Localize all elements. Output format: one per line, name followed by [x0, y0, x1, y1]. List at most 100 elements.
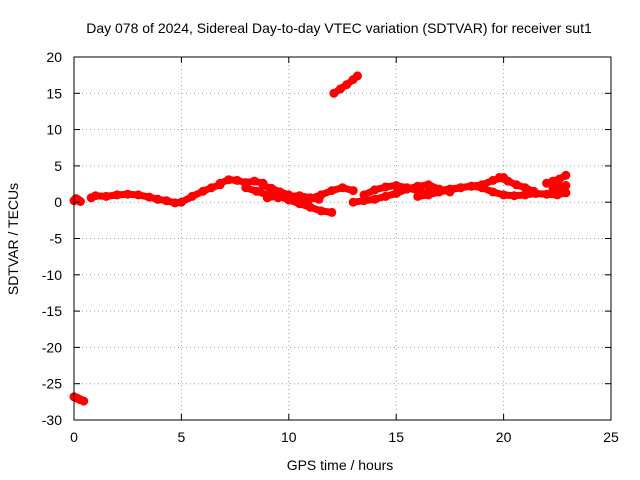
data-point: [305, 194, 315, 204]
data-point: [284, 191, 294, 201]
x-tick-label: 5: [178, 429, 186, 445]
data-point: [466, 181, 476, 191]
data-point: [187, 191, 197, 201]
data-point: [503, 176, 513, 186]
data-point: [144, 192, 154, 202]
x-tick-label: 20: [496, 429, 512, 445]
y-tick-label: -5: [50, 231, 63, 247]
data-point: [348, 197, 358, 207]
data-point: [561, 188, 571, 198]
data-point: [252, 186, 262, 196]
data-point: [512, 180, 521, 190]
x-tick-labels: 0 5 10 15 20 25: [70, 429, 619, 445]
data-point: [488, 187, 498, 197]
data-point: [123, 189, 133, 199]
data-point: [153, 194, 163, 204]
data-point: [335, 84, 345, 94]
data-point: [456, 183, 466, 193]
data-point: [529, 186, 539, 196]
data-point: [161, 196, 171, 206]
data-point: [391, 181, 401, 190]
series-sat-i: [305, 183, 358, 204]
y-tick-label: -20: [42, 339, 62, 355]
data-point: [370, 194, 380, 204]
series-sat-r: [548, 181, 571, 194]
data-point: [101, 191, 111, 201]
data-point: [262, 190, 272, 200]
data-point: [327, 207, 337, 217]
data-point: [413, 181, 423, 191]
y-tick-label: 5: [54, 158, 62, 174]
y-tick-label: -30: [42, 412, 62, 428]
data-point: [391, 189, 401, 198]
series-sat-j: [329, 71, 362, 98]
data-point: [273, 193, 283, 203]
data-point: [241, 183, 251, 193]
data-point: [477, 183, 487, 193]
data-point: [112, 190, 122, 200]
y-tick-labels: -30 -25 -20 -15 -10 -5 0 5 10 15 20: [42, 49, 62, 428]
data-point: [494, 173, 504, 182]
data-point: [370, 185, 380, 195]
series-trace: [349, 181, 454, 206]
series-layer: [69, 71, 571, 406]
series-sat-d: [153, 180, 225, 208]
data-point: [207, 183, 216, 193]
data-point: [445, 185, 455, 195]
y-tick-label: 15: [46, 85, 62, 101]
series-sat-c: [86, 189, 163, 204]
data-point: [267, 183, 277, 193]
series-sat-p: [494, 173, 539, 196]
data-point: [215, 178, 225, 188]
data-point: [329, 88, 339, 98]
data-point: [520, 183, 530, 193]
data-point: [316, 190, 326, 200]
data-point: [381, 191, 390, 201]
y-tick-label: 10: [46, 122, 62, 138]
data-point: [258, 181, 268, 190]
y-tick-label: -15: [42, 303, 62, 319]
data-point: [561, 170, 571, 180]
y-tick-label: -10: [42, 267, 62, 283]
data-point: [423, 190, 433, 200]
data-point: [509, 191, 519, 201]
data-point: [353, 71, 362, 81]
data-point: [198, 186, 208, 196]
data-point: [561, 181, 571, 190]
data-point: [224, 175, 234, 185]
data-point: [381, 182, 390, 192]
data-point: [295, 199, 304, 209]
data-point: [499, 190, 509, 200]
x-axis-title: GPS time / hours: [287, 457, 394, 473]
data-point: [359, 196, 369, 206]
x-tick-label: 10: [281, 429, 297, 445]
data-point: [249, 176, 259, 186]
grid: [74, 57, 611, 420]
data-point: [75, 197, 85, 206]
data-point: [402, 184, 412, 194]
data-point: [520, 190, 530, 200]
data-point: [413, 191, 423, 201]
series-sat-a: [69, 194, 85, 206]
data-point: [338, 183, 347, 193]
data-point: [133, 190, 143, 200]
y-axis-title: SDTVAR / TECUs: [5, 183, 21, 295]
series-sat-q: [542, 170, 571, 188]
x-tick-label: 0: [70, 429, 78, 445]
data-point: [342, 80, 352, 90]
data-point: [423, 180, 433, 190]
data-point: [542, 189, 552, 199]
data-point: [434, 187, 444, 197]
chart-title: Day 078 of 2024, Sidereal Day-to-day VTE…: [86, 20, 592, 36]
data-point: [176, 197, 186, 207]
y-tick-label: 0: [54, 194, 62, 210]
x-tick-label: 25: [603, 429, 619, 445]
y-tick-label: 20: [46, 49, 62, 65]
data-point: [232, 175, 242, 185]
series-sat-e: [215, 175, 268, 188]
data-point: [79, 396, 89, 406]
data-point: [91, 191, 100, 201]
tick-marks: [73, 56, 612, 421]
data-point: [305, 202, 315, 212]
